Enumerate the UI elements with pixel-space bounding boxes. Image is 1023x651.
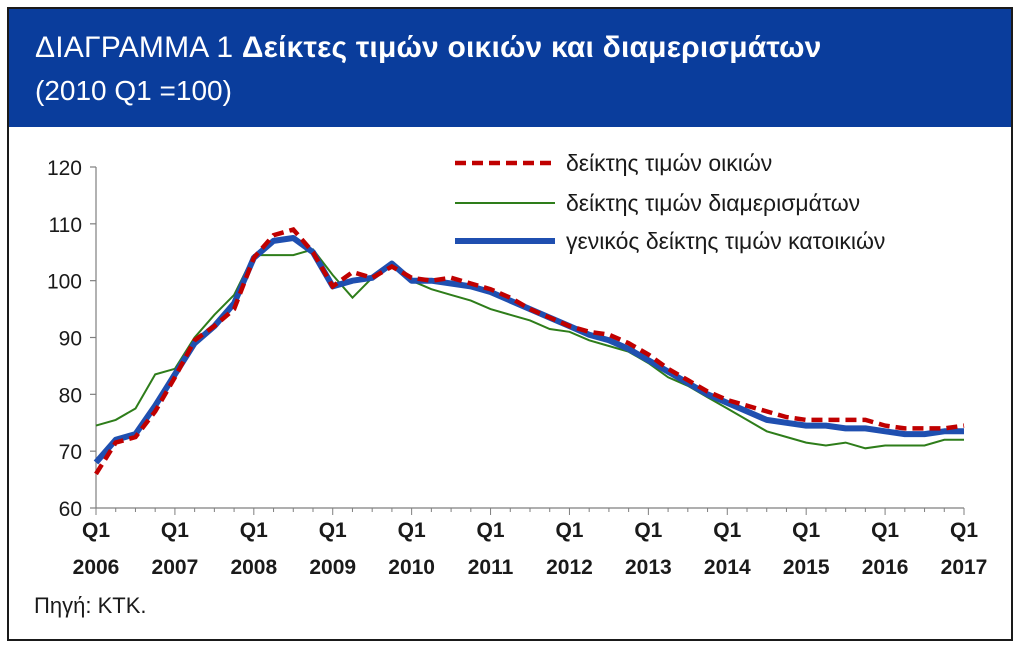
x-tick-year-label: 2014: [704, 556, 751, 579]
x-tick-quarter-label: Q1: [871, 519, 899, 542]
chart-header: ΔΙΑΓΡΑΜΜΑ 1 Δείκτες τιμών οικιών και δια…: [9, 9, 1011, 127]
x-tick-quarter-label: Q1: [240, 519, 268, 542]
y-tick-label: 60: [59, 498, 82, 521]
x-tick-quarter-label: Q1: [82, 519, 110, 542]
x-tick-quarter-label: Q1: [161, 519, 189, 542]
legend-label: γενικός δείκτης τιμών κατοικιών: [566, 228, 885, 254]
x-tick-year-label: 2012: [546, 556, 593, 579]
x-tick-year-label: 2016: [862, 556, 909, 579]
x-tick-year-label: 2010: [388, 556, 435, 579]
y-tick-label: 100: [47, 271, 82, 294]
x-tick-year-label: 2011: [468, 556, 514, 579]
figure-title: Δείκτες τιμών οικιών και διαμερισμάτων: [241, 31, 822, 64]
y-tick-label: 70: [59, 441, 82, 464]
figure-subtitle: (2010 Q1 =100): [35, 75, 232, 106]
figure-label: ΔΙΑΓΡΑΜΜΑ 1: [35, 31, 234, 64]
y-tick-label: 120: [47, 157, 82, 180]
series-line-dashed: [94, 226, 965, 476]
chart-title: ΔΙΑΓΡΑΜΜΑ 1 Δείκτες τιμών οικιών και δια…: [35, 31, 822, 65]
source-note: Πηγή: ΚΤΚ.: [34, 593, 147, 618]
x-tick-quarter-label: Q1: [792, 519, 820, 542]
x-tick-year-label: 2015: [783, 556, 830, 579]
y-tick-label: 110: [49, 214, 82, 237]
x-tick-quarter-label: Q1: [634, 519, 662, 542]
x-tick-year-label: 2013: [625, 556, 672, 579]
y-tick-label: 90: [59, 328, 82, 351]
x-tick-quarter-label: Q1: [477, 519, 505, 542]
x-tick-quarter-label: Q1: [555, 519, 583, 542]
x-tick-quarter-label: Q1: [398, 519, 426, 542]
x-tick-year-label: 2017: [941, 556, 988, 579]
x-tick-year-label: 2006: [73, 556, 120, 579]
x-tick-year-label: 2009: [309, 556, 356, 579]
legend-label: δείκτης τιμών οικιών: [566, 150, 772, 176]
y-tick-label: 80: [59, 384, 82, 407]
x-tick-year-label: 2007: [152, 556, 199, 579]
x-tick-quarter-label: Q1: [713, 519, 741, 542]
chart-frame: ΔΙΑΓΡΑΜΜΑ 1 Δείκτες τιμών οικιών και δια…: [7, 7, 1013, 641]
series-line-thick: [93, 235, 964, 465]
x-tick-quarter-label: Q1: [319, 519, 347, 542]
legend-label: δείκτης τιμών διαμερισμάτων: [566, 190, 860, 216]
x-tick-year-label: 2008: [230, 556, 277, 579]
x-tick-quarter-label: Q1: [950, 519, 978, 542]
